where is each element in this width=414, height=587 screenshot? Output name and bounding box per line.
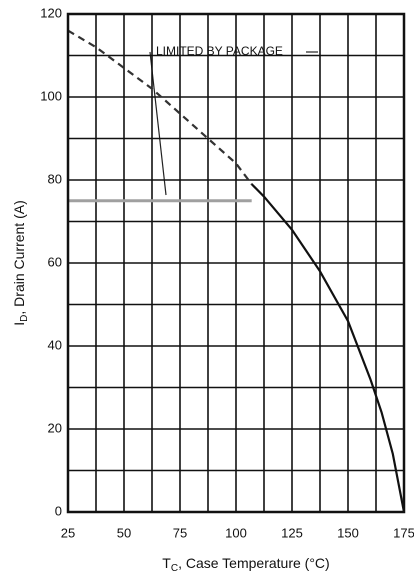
series-line	[252, 184, 404, 512]
x-axis-label-rest: , Case Temperature (°C)	[178, 555, 330, 571]
y-axis-label-sub: D	[19, 315, 30, 322]
y-tick-label: 80	[48, 171, 62, 186]
y-tick-label: 0	[55, 503, 62, 518]
y-tick-label: 120	[40, 5, 62, 20]
x-tick-label: 100	[225, 525, 247, 540]
y-axis-label-rest: , Drain Current (A)	[11, 200, 27, 314]
y-tick-label: 100	[40, 88, 62, 103]
y-tick-label: 20	[48, 420, 62, 435]
x-tick-label: 125	[281, 525, 303, 540]
chart: LIMITED BY PACKAGE 255075100125150175020…	[0, 0, 414, 587]
x-tick-label: 175	[393, 525, 414, 540]
x-tick-label: 25	[61, 525, 75, 540]
x-tick-label: 50	[117, 525, 131, 540]
x-tick-label: 150	[337, 525, 359, 540]
x-tick-label: 75	[173, 525, 187, 540]
y-tick-label: 40	[48, 337, 62, 352]
y-tick-label: 60	[48, 254, 62, 269]
x-axis-label-sub: C	[171, 563, 178, 574]
x-axis-label: TC, Case Temperature (°C)	[162, 555, 329, 574]
y-axis-label: ID, Drain Current (A)	[11, 200, 30, 325]
